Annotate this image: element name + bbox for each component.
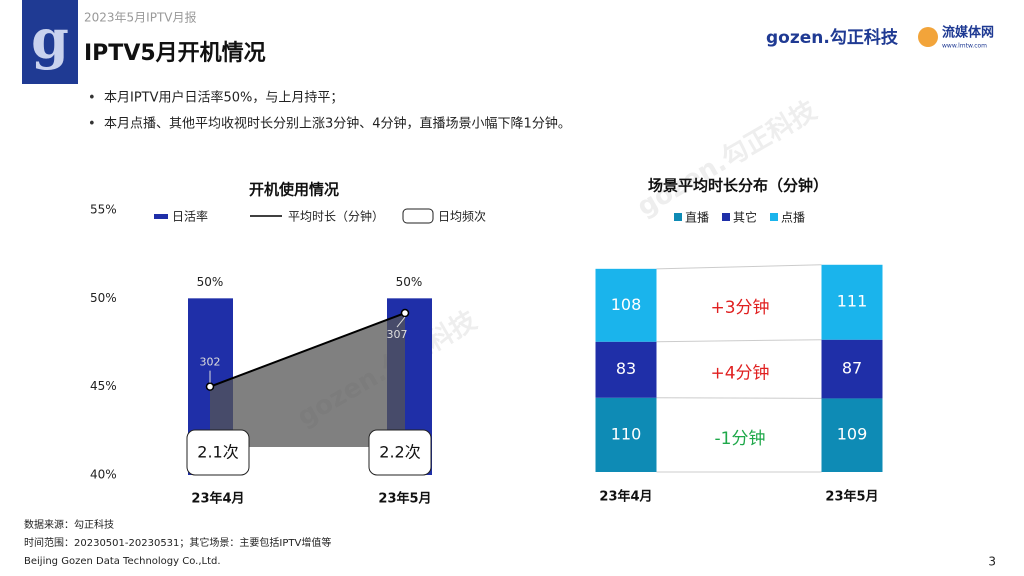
line-point xyxy=(205,382,215,391)
bullet-dot: • xyxy=(88,91,96,106)
segment-label: 110 xyxy=(611,424,642,443)
leader xyxy=(396,316,406,328)
segment-label: 87 xyxy=(842,359,862,378)
chart-title: 场景平均时长分布（分钟） xyxy=(648,177,828,195)
y-tick-label: 55% xyxy=(90,203,117,217)
line-point xyxy=(400,308,410,318)
legend-label: 日均频次 xyxy=(438,210,486,224)
legend-swatch xyxy=(722,213,730,221)
change-annotation: +3分钟 xyxy=(710,298,769,318)
line xyxy=(209,312,406,388)
legend-label: 日活率 xyxy=(172,209,208,224)
logo-block xyxy=(22,0,78,84)
frequency-label: 2.2次 xyxy=(379,443,420,462)
legend-swatch xyxy=(674,213,682,221)
frequency-label: 2.1次 xyxy=(197,443,238,462)
frequency-box xyxy=(368,429,432,476)
bar-segment xyxy=(595,397,657,472)
bar-segment xyxy=(821,339,883,399)
bar-value-label: 50% xyxy=(396,275,423,289)
legend-swatch xyxy=(402,208,434,224)
bullet: 本月IPTV用户日活率50%，与上月持平； xyxy=(104,90,343,106)
chart-title: 开机使用情况 xyxy=(249,181,339,199)
segment-label: 108 xyxy=(611,295,642,314)
connector xyxy=(656,339,822,343)
bullet: 本月点播、其他平均收视时长分别上涨3分钟、4分钟，直播场景小幅下降1分钟。 xyxy=(104,116,571,132)
page-title: IPTV5月开机情况 xyxy=(84,40,266,66)
connector xyxy=(656,397,822,399)
logo-letter: g xyxy=(31,7,69,71)
legend-swatch xyxy=(770,213,778,221)
segment-label: 109 xyxy=(837,425,868,444)
bar-segment xyxy=(595,341,657,398)
frequency-box xyxy=(186,429,250,476)
segment-label: 83 xyxy=(616,359,636,378)
report-name: 2023年5月IPTV月报 xyxy=(84,10,197,25)
legend-label: 其它 xyxy=(733,210,757,225)
segment-label: 111 xyxy=(837,292,868,311)
connector xyxy=(656,264,822,270)
bar-segment xyxy=(595,268,657,342)
y-tick-label: 45% xyxy=(90,379,117,393)
company: Beijing Gozen Data Technology Co.,Ltd. xyxy=(24,556,221,567)
bullet-dot: • xyxy=(88,117,96,132)
y-tick-label: 40% xyxy=(90,468,117,482)
change-annotation: -1分钟 xyxy=(715,429,766,449)
legend-label: 直播 xyxy=(685,211,709,225)
page-number: 3 xyxy=(988,555,996,569)
brand: gozen.勾正科技 xyxy=(766,27,899,48)
legend-swatch xyxy=(154,214,168,219)
partner-logo xyxy=(918,27,938,47)
partner: 流媒体网 xyxy=(942,25,994,41)
bar-value-label: 50% xyxy=(197,275,224,289)
x-tick-label: 23年4月 xyxy=(599,489,652,505)
x-tick-label: 23年4月 xyxy=(191,491,244,507)
change-annotation: +4分钟 xyxy=(710,363,769,383)
y-tick-label: 50% xyxy=(90,291,117,305)
partner-url: www.lmtw.com xyxy=(942,43,987,50)
line-value-label: 302 xyxy=(200,356,221,369)
legend-label: 平均时长（分钟） xyxy=(288,209,384,224)
time-range: 时间范围：20230501-20230531；其它场景：主要包括IPTV增值等 xyxy=(24,536,331,549)
area xyxy=(210,313,405,447)
line-value-label: 307 xyxy=(387,328,408,341)
source: 数据来源：勾正科技 xyxy=(24,518,114,531)
x-tick-label: 23年5月 xyxy=(378,491,431,507)
bar-segment xyxy=(821,398,883,472)
legend-label: 点播 xyxy=(781,211,805,225)
watermark: gozen.勾正科技 xyxy=(632,96,822,223)
bar-segment xyxy=(821,264,883,340)
x-tick-label: 23年5月 xyxy=(825,489,878,505)
